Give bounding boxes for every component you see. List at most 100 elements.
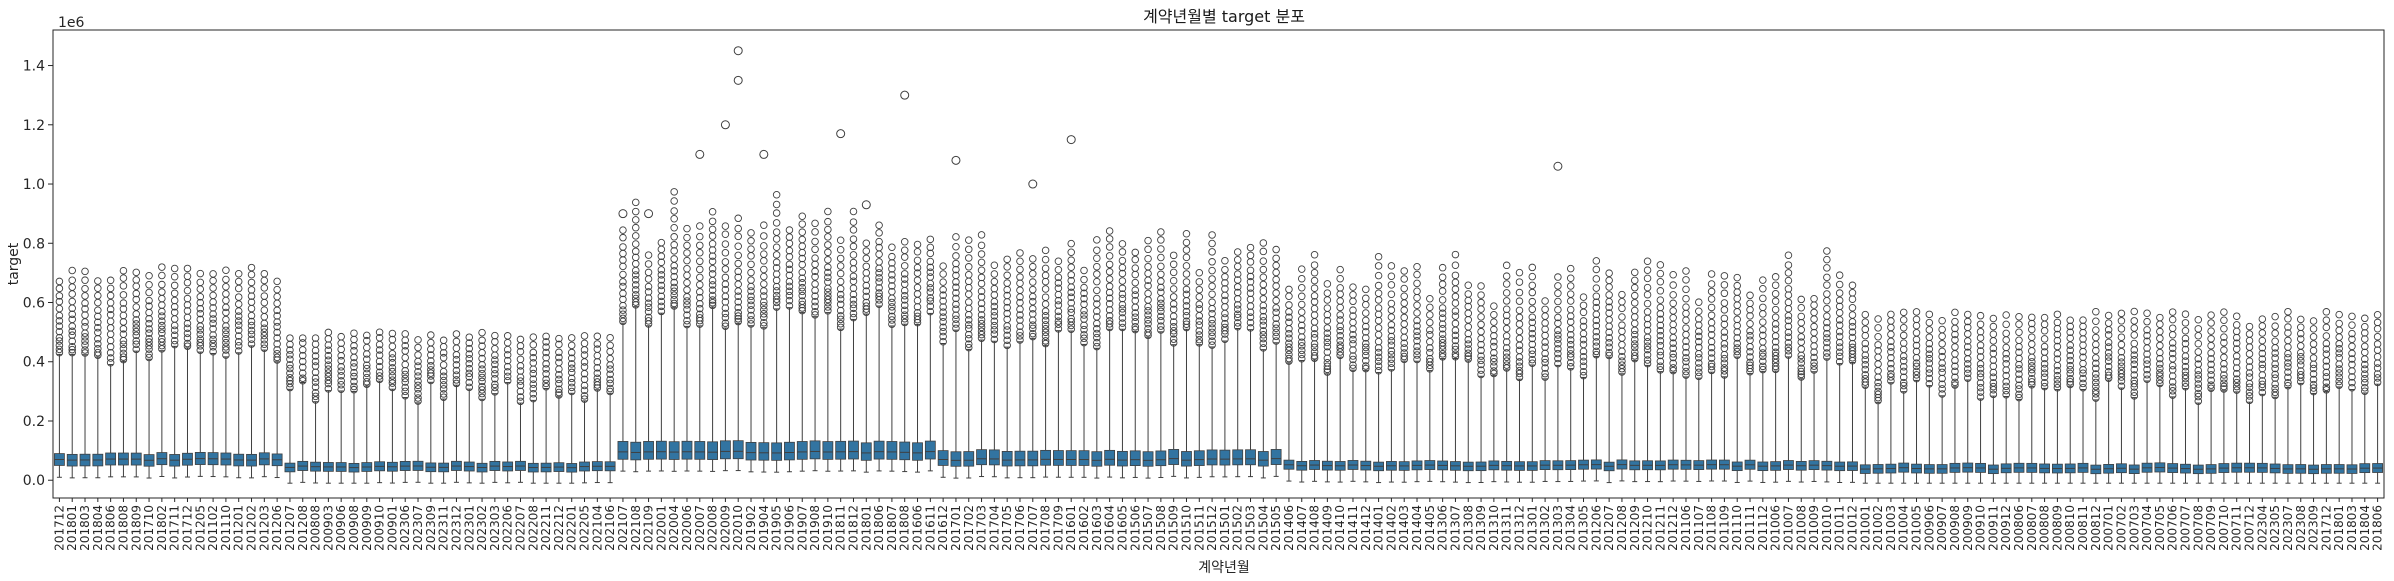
outlier-point <box>977 327 986 335</box>
x-tick-label: 201803 <box>2345 505 2359 551</box>
outlier-point <box>1272 268 1280 277</box>
outlier-point <box>2053 380 2062 388</box>
outlier-point <box>1029 329 1037 338</box>
x-tick-label: 201504 <box>1256 505 1270 551</box>
outlier-point <box>2104 368 2113 376</box>
outlier-point <box>772 209 781 217</box>
outlier-point <box>106 348 115 357</box>
outlier-point <box>414 381 422 390</box>
outlier-point <box>94 277 102 285</box>
outlier-point <box>427 331 435 339</box>
outlier-point <box>721 298 730 306</box>
outlier-point <box>2130 339 2138 348</box>
outlier-point <box>990 297 999 306</box>
outlier-point <box>657 252 666 260</box>
outlier-point <box>1759 349 1767 357</box>
outlier-point <box>2015 348 2023 356</box>
outlier-point <box>119 282 128 290</box>
outlier-point <box>913 312 922 321</box>
outlier-point <box>209 335 217 344</box>
outlier-point <box>1362 362 1370 370</box>
outlier-point <box>1618 290 1626 299</box>
outlier-point <box>734 242 742 250</box>
outlier-point <box>1323 359 1332 367</box>
outlier-point <box>350 359 358 367</box>
outlier-point <box>388 354 397 362</box>
outlier-point <box>2284 323 2292 331</box>
outlier-point <box>1976 334 1985 342</box>
outlier-point <box>452 366 461 375</box>
outlier-point <box>2361 384 2369 392</box>
outlier-point <box>94 348 102 357</box>
outlier-point <box>785 253 794 261</box>
outlier-point <box>1861 360 1870 369</box>
outlier-point <box>1784 311 1793 320</box>
outlier-point <box>68 283 76 291</box>
outlier-point <box>1502 289 1511 297</box>
outlier-point <box>2028 365 2036 374</box>
outlier-point <box>145 296 153 305</box>
outlier-point <box>1195 269 1204 277</box>
outlier-point <box>849 218 858 226</box>
outlier-point <box>2079 341 2087 349</box>
outlier-point <box>1003 336 1011 344</box>
box-body <box>784 441 795 461</box>
outlier-point <box>234 307 243 315</box>
outlier-point <box>1643 274 1652 283</box>
outlier-point <box>491 380 499 389</box>
outlier-point <box>1464 340 1472 348</box>
outlier-point <box>1707 318 1716 327</box>
outlier-point <box>1323 354 1332 362</box>
outlier-point <box>183 272 192 280</box>
outlier-point <box>2309 375 2318 384</box>
outlier-point <box>478 360 486 369</box>
outlier-point <box>1118 294 1127 303</box>
outlier-point <box>337 356 345 365</box>
outlier-point <box>926 249 935 258</box>
outlier-point <box>439 361 448 369</box>
outlier-point <box>1041 293 1050 301</box>
outlier-point <box>119 340 128 349</box>
outlier-point <box>414 343 422 352</box>
outlier-point <box>2079 328 2087 337</box>
outlier-point <box>977 323 986 332</box>
outlier-point <box>414 336 422 344</box>
outlier-point <box>1682 363 1690 371</box>
outlier-point <box>824 263 832 271</box>
outlier-point <box>708 298 717 307</box>
outlier-point <box>1746 342 1754 351</box>
outlier-point <box>388 364 397 372</box>
outlier-point <box>644 260 653 268</box>
outlier-point <box>2143 317 2151 326</box>
outlier-point <box>1874 367 1882 375</box>
outlier-point <box>862 287 871 295</box>
outlier-point <box>2271 312 2279 321</box>
outlier-point <box>465 364 474 373</box>
outlier-point <box>670 223 678 232</box>
outlier-point <box>1246 251 1255 260</box>
outlier-point <box>1285 329 1293 338</box>
outlier-point <box>2066 356 2074 365</box>
outlier-point <box>1835 338 1844 347</box>
outlier-point <box>824 256 832 264</box>
outlier-point <box>2015 328 2023 336</box>
outlier-point <box>619 226 627 234</box>
outlier-point <box>926 302 935 311</box>
outlier-point <box>760 298 768 306</box>
outlier-point <box>1695 327 1703 336</box>
outlier-point <box>2232 312 2241 320</box>
outlier-point <box>542 360 550 368</box>
outlier-point <box>222 326 230 335</box>
outlier-point <box>1592 275 1601 283</box>
outlier-point <box>1669 359 1677 367</box>
outlier-point <box>939 262 947 270</box>
outlier-point <box>811 280 819 288</box>
outlier-point <box>1797 345 1805 353</box>
outlier-point <box>1182 311 1191 320</box>
outlier-point <box>1195 321 1204 329</box>
outlier-point <box>2066 351 2074 360</box>
outlier-point <box>555 388 563 397</box>
outlier-point <box>1118 277 1127 285</box>
x-tick-label: 201508 <box>1154 505 1168 551</box>
x-tick-label: 201803 <box>78 505 92 551</box>
